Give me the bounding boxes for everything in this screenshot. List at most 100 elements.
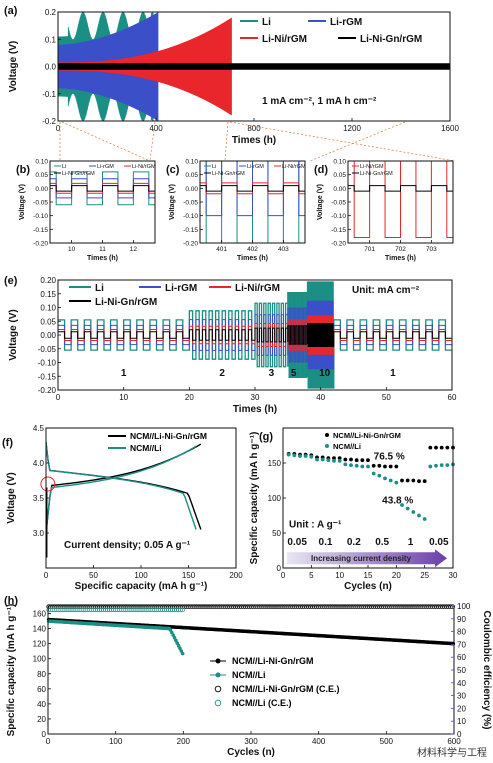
panel-g-point-NCM//Li-Ni-Gn/rGM: [349, 457, 353, 462]
panel-c-ytick-label: -0.10: [183, 213, 198, 220]
panel-g-ylabel: Specific capacity (mA h g⁻¹): [249, 432, 260, 565]
panel-g-point-NCM//Li-Ni-Gn/rGM: [360, 458, 365, 463]
panel-f-ytick-label: 4.5: [33, 424, 45, 433]
panel-c-ytick-label: -0.20: [183, 241, 198, 248]
panel-d-xlabel: Times (h): [385, 255, 416, 262]
panel-h-legend-marker: [214, 685, 222, 693]
panel-b-xtick-label: 11: [99, 246, 106, 253]
panel-h-y2tick-label: 90: [457, 615, 466, 624]
panel-a-ytick-label: -0.2: [42, 117, 56, 126]
panel-f-xtick-label: 0: [44, 571, 49, 580]
panel-g-retention-1: 76.5 %: [374, 451, 405, 462]
panel-d-ytick-label: 0.00: [333, 186, 346, 193]
panel-g-ytick-label: 0: [277, 564, 282, 573]
panel-g-label: (g): [259, 431, 273, 443]
panel-g-legend-marker: [325, 433, 329, 437]
panel-g-point-NCM//Li-Ni-Gn/rGM: [388, 464, 393, 469]
panel-h-ce-point: [450, 604, 455, 609]
panel-g-point-NCM//Li-Ni-Gn/rGM: [405, 478, 410, 483]
panel-g-point-NCM//Li: [349, 463, 353, 467]
panel-g-point-NCM//Li: [292, 453, 297, 458]
panel-g-point-NCM//Li: [286, 452, 291, 457]
panel-e-xtick-label: 60: [448, 393, 457, 402]
panel-c-legend-Li-Ni/rGM: Li-Ni/rGM: [282, 164, 306, 170]
panel-e-label: (e): [4, 275, 18, 287]
panel-g-point-NCM//Li: [394, 480, 399, 485]
panel-h-xtick-label: 100: [109, 737, 123, 746]
panel-c-ytick-label: 0.10: [185, 159, 198, 166]
panel-g-rate-label: 1: [408, 537, 414, 548]
panel-d-series-Li-Ni/rGM: [348, 161, 453, 239]
panel-h-y2label: Coulombic efficiency (%): [481, 611, 492, 730]
panel-b-series-Li-rGM: [50, 178, 155, 199]
panel-e-legend-Li-Ni/rGM: Li-Ni/rGM: [235, 283, 280, 294]
panel-b-ytick-label: -0.10: [33, 213, 48, 220]
panel-g-point-NCM//Li: [337, 459, 342, 463]
panel-g-ytick-label: 150: [268, 459, 282, 468]
panel-g-rate-label: 0.05: [429, 537, 449, 548]
panel-h-xtick-label: 200: [177, 737, 191, 746]
panel-g-xtick-label: 20: [392, 571, 401, 580]
panel-f-annotation: Current density; 0.05 A g⁻¹: [64, 540, 191, 551]
panel-c-ytick-label: -0.05: [183, 200, 198, 207]
panel-a-ytick-label: -0.1: [42, 90, 56, 99]
panel-g-point-NCM//Li: [388, 478, 393, 483]
panel-a-legend-Li-Ni/rGM: Li-Ni/rGM: [262, 34, 307, 45]
panel-c-xtick-label: 401: [216, 246, 227, 253]
panel-g-point-NCM//Li: [371, 471, 376, 476]
panel-g-point-NCM//Li: [320, 457, 325, 462]
panel-g-point-NCM//Li: [298, 454, 302, 458]
panel-g-point-NCM//Li-Ni-Gn/rGM: [377, 463, 382, 468]
panel-h-xtick-label: 600: [447, 737, 461, 746]
panel-g-point-NCM//Li-Ni-Gn/rGM: [337, 456, 342, 460]
panel-g-point-NCM//Li: [326, 458, 331, 463]
panel-c-legend-Li: Li: [212, 164, 216, 170]
panel-f-xtick-label: 200: [229, 571, 243, 580]
panel-c-xlabel: Times (h): [237, 255, 268, 262]
panel-h-capacity-point-li: [180, 651, 185, 656]
panel-c-ytick-label: 0.00: [185, 186, 198, 193]
panel-h-ytick-label: 20: [37, 715, 46, 724]
panel-g-point-NCM//Li-Ni-Gn/rGM: [383, 464, 387, 469]
panel-e-ytick-label: -0.15: [38, 372, 57, 381]
panel-g-ytick-label: 50: [272, 529, 281, 538]
panel-h-xtick-label: 0: [46, 737, 51, 746]
panel-a-annotation: 1 mA cm⁻², 1 mA h cm⁻²: [262, 96, 377, 107]
panel-g-xtick-label: 5: [309, 571, 314, 580]
panel-h-y2tick-label: 60: [457, 653, 466, 662]
panel-h-legend-marker: [214, 699, 222, 707]
panel-b-ytick-label: 0.00: [35, 186, 48, 193]
panel-g-point-NCM//Li-Ni-Gn/rGM: [354, 458, 359, 463]
panel-g-point-NCM//Li: [377, 473, 382, 478]
panel-e-rate-label: 3: [269, 368, 275, 379]
panel-g-point-NCM//Li-Ni-Gn/rGM: [439, 445, 444, 450]
panel-a-xtick-label: 800: [247, 124, 261, 133]
zoom-guide: [149, 121, 156, 162]
panel-b-series-Li-Ni/rGM: [50, 182, 155, 194]
panel-h-ytick-label: 160: [33, 610, 47, 619]
panel-g-point-NCM//Li-Ni-Gn/rGM: [428, 445, 433, 450]
panel-c-ylabel: Voltage (V): [169, 184, 176, 220]
panel-a-legend-Li-Ni-Gn/rGM: Li-Ni-Gn/rGM: [360, 34, 422, 45]
panel-h-y2tick-label: 0: [457, 730, 462, 739]
panel-g-point-NCM//Li: [439, 463, 444, 467]
panel-g-point-NCM//Li: [400, 503, 404, 507]
panel-g-point-NCM//Li-Ni-Gn/rGM: [445, 445, 450, 450]
panel-b-ytick-label: -0.15: [33, 227, 48, 234]
panel-g-point-NCM//Li: [405, 506, 410, 511]
panel-g-point-NCM//Li: [366, 464, 370, 469]
panel-e-ytick-label: 0.00: [40, 331, 56, 340]
panel-h-xtick-label: 300: [244, 737, 258, 746]
panel-g-point-NCM//Li-Ni-Gn/rGM: [434, 445, 438, 450]
panel-f-legend-NCM//Li-Ni-Gn/rGM: NCM//Li-Ni-Gn/rGM: [130, 431, 207, 441]
panel-d-xtick-label: 702: [395, 246, 406, 253]
panel-e: 0 10 20 30 40 50 60 -0.20 -0.15 -0.10 -0.05 0.00 0.0…: [4, 275, 457, 415]
panel-h-ytick-label: 120: [33, 640, 47, 649]
panel-a-legend-Li-rGM: Li-rGM: [330, 17, 362, 28]
panel-g-point-NCM//Li-Ni-Gn/rGM: [394, 464, 399, 469]
panel-e-xlabel: Times (h): [233, 404, 277, 415]
panel-f: 0 50 100 150 200 3.0 3.5 4.0 4.5 (f) Voltage (V) Sp…: [2, 424, 243, 592]
panel-f-xlabel: Specific capacity (mA h g⁻¹): [75, 581, 208, 592]
panel-a-label: (a): [4, 5, 18, 17]
panel-a-xtick-label: 1200: [343, 124, 361, 133]
